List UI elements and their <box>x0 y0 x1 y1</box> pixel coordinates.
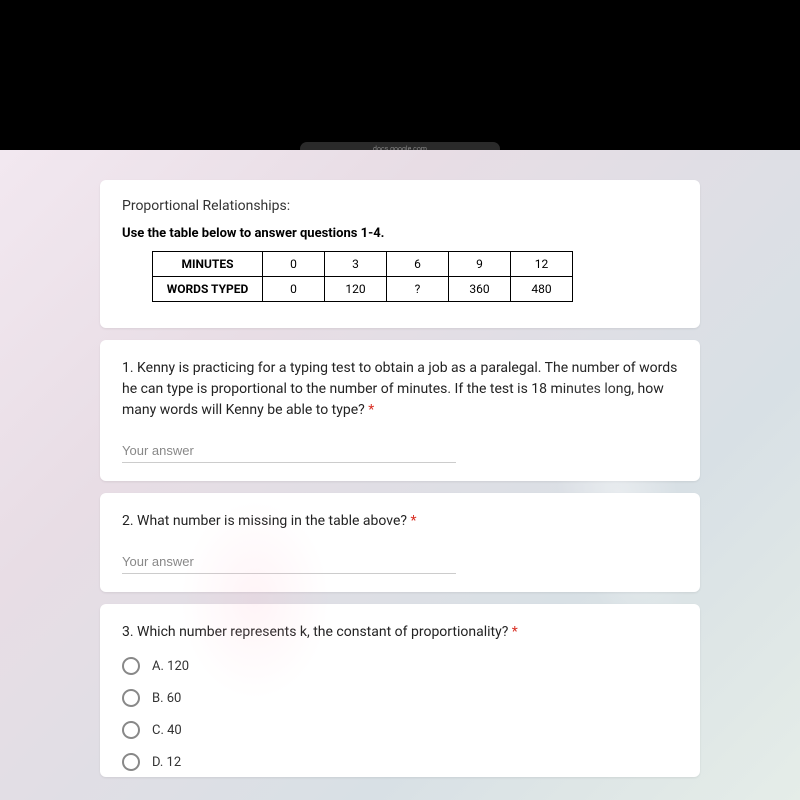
question-card-1: 1. Kenny is practicing for a typing test… <box>100 340 700 481</box>
answer-input[interactable] <box>122 550 456 574</box>
table-row: WORDS TYPED 0 120 ? 360 480 <box>153 277 573 302</box>
question-body: 3. Which number represents k, the consta… <box>122 624 512 640</box>
required-asterisk: * <box>410 513 416 529</box>
table-cell: 120 <box>325 277 387 302</box>
table-cell: 6 <box>387 252 449 277</box>
row-label: MINUTES <box>153 252 263 277</box>
required-asterisk: * <box>368 402 374 418</box>
row-label: WORDS TYPED <box>153 277 263 302</box>
radio-label: A. 120 <box>152 659 189 674</box>
radio-option-a[interactable]: A. 120 <box>122 657 678 675</box>
table-cell: 480 <box>511 277 573 302</box>
form-viewport: Proportional Relationships: Use the tabl… <box>0 150 800 800</box>
radio-option-b[interactable]: B. 60 <box>122 689 678 707</box>
table-row: MINUTES 0 3 6 9 12 <box>153 252 573 277</box>
radio-label: D. 12 <box>152 755 181 770</box>
question-text: 3. Which number represents k, the consta… <box>122 622 678 643</box>
section-title: Proportional Relationships: <box>122 198 678 214</box>
table-cell: 9 <box>449 252 511 277</box>
question-card-3: 3. Which number represents k, the consta… <box>100 604 700 777</box>
radio-circle-icon <box>122 657 140 675</box>
question-body: 1. Kenny is practicing for a typing test… <box>122 360 677 418</box>
radio-label: C. 40 <box>152 723 182 738</box>
answer-input[interactable] <box>122 439 456 463</box>
radio-option-d[interactable]: D. 12 <box>122 753 678 771</box>
radio-label: B. 60 <box>152 691 181 706</box>
radio-circle-icon <box>122 721 140 739</box>
radio-circle-icon <box>122 689 140 707</box>
table-cell: ? <box>387 277 449 302</box>
radio-option-c[interactable]: C. 40 <box>122 721 678 739</box>
question-text: 2. What number is missing in the table a… <box>122 511 678 532</box>
question-body: 2. What number is missing in the table a… <box>122 513 410 529</box>
data-table: MINUTES 0 3 6 9 12 WORDS TYPED 0 120 ? 3… <box>152 251 573 302</box>
radio-circle-icon <box>122 753 140 771</box>
required-asterisk: * <box>512 624 518 640</box>
question-card-2: 2. What number is missing in the table a… <box>100 493 700 592</box>
table-instructions: Use the table below to answer questions … <box>122 226 678 241</box>
table-cell: 3 <box>325 252 387 277</box>
table-cell: 0 <box>263 252 325 277</box>
table-cell: 0 <box>263 277 325 302</box>
header-card: Proportional Relationships: Use the tabl… <box>100 180 700 328</box>
table-cell: 360 <box>449 277 511 302</box>
table-cell: 12 <box>511 252 573 277</box>
question-text: 1. Kenny is practicing for a typing test… <box>122 358 678 421</box>
